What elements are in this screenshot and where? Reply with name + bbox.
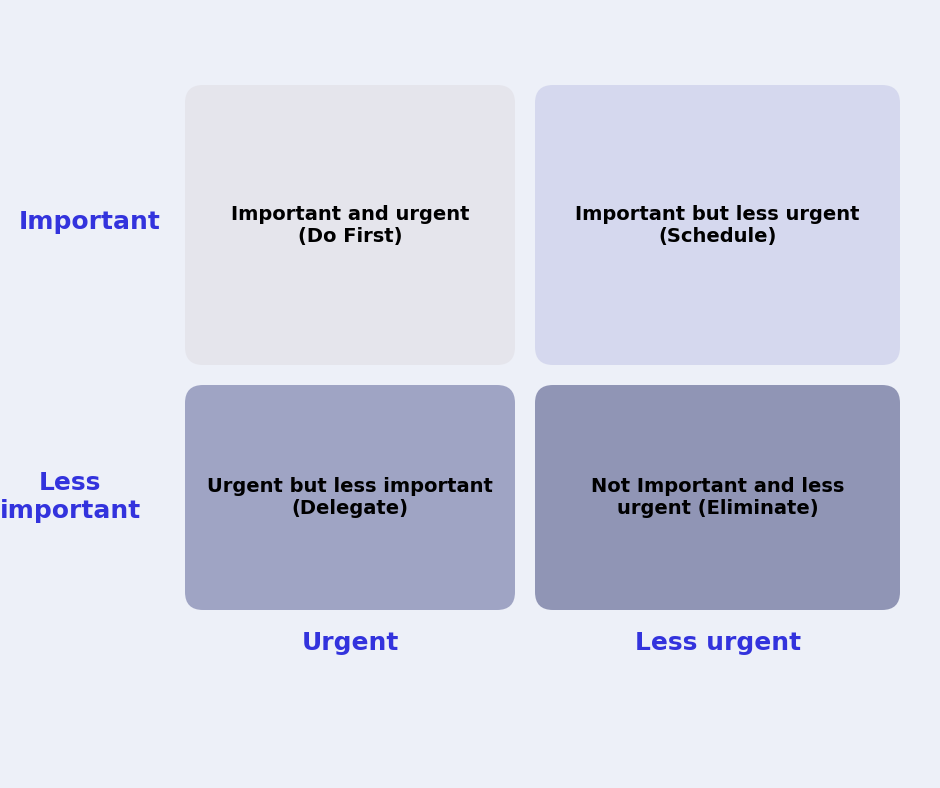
Text: Urgent: Urgent <box>302 631 399 655</box>
FancyBboxPatch shape <box>185 385 515 610</box>
Text: Important but less urgent
(Schedule): Important but less urgent (Schedule) <box>575 205 860 246</box>
Text: Less
important: Less important <box>0 471 141 523</box>
FancyBboxPatch shape <box>535 85 900 365</box>
Text: Not Important and less
urgent (Eliminate): Not Important and less urgent (Eliminate… <box>591 477 844 518</box>
Text: Urgent but less important
(Delegate): Urgent but less important (Delegate) <box>207 477 493 518</box>
Text: Important and urgent
(Do First): Important and urgent (Do First) <box>230 205 469 246</box>
Text: Important: Important <box>19 210 161 234</box>
FancyBboxPatch shape <box>185 85 515 365</box>
FancyBboxPatch shape <box>535 385 900 610</box>
Text: Less urgent: Less urgent <box>634 631 801 655</box>
